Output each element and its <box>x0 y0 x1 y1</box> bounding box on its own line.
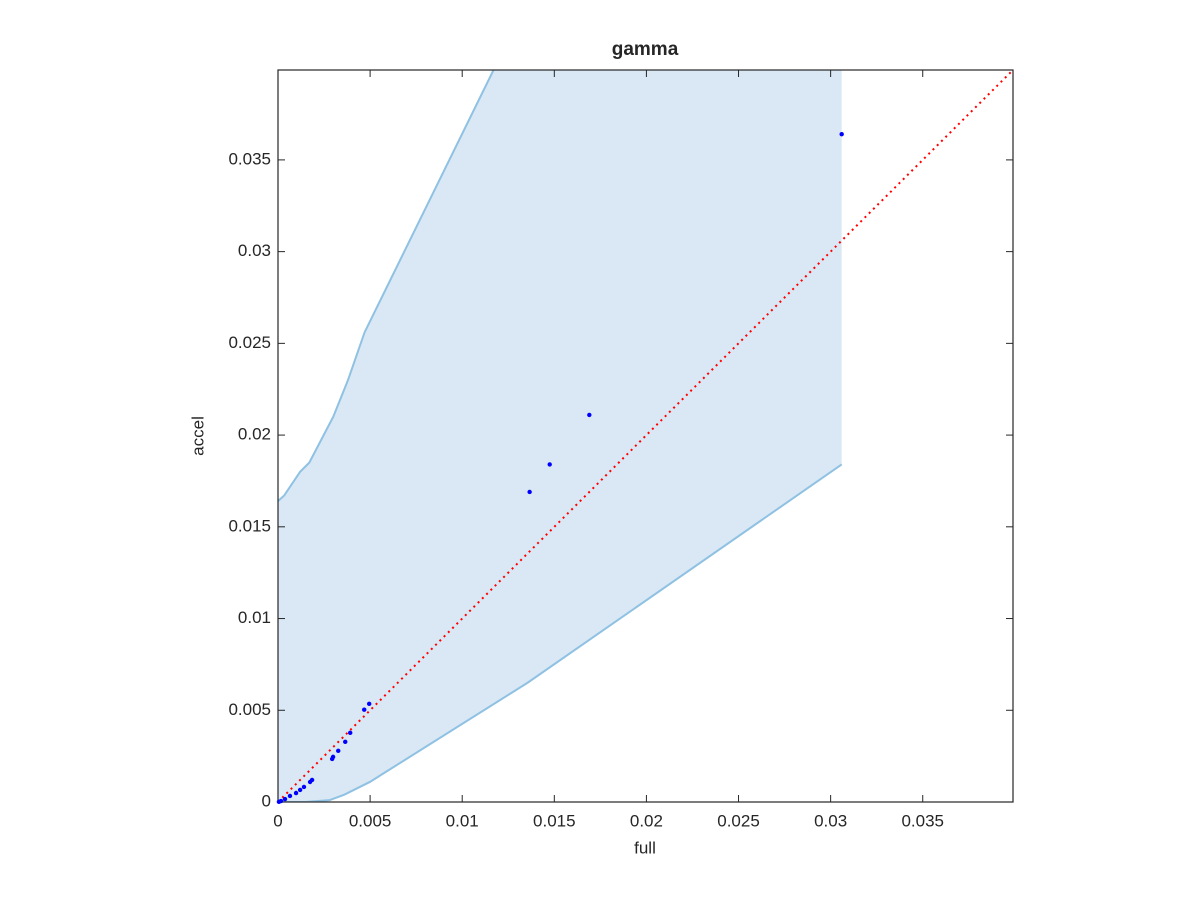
point <box>297 787 303 793</box>
point <box>336 748 341 754</box>
point <box>329 756 335 762</box>
y-tick-label: 0.015 <box>228 516 271 535</box>
point <box>343 739 348 745</box>
band-upper-edge <box>278 70 495 502</box>
y-tick-label: 0.01 <box>238 608 271 627</box>
x-tick-label: 0.03 <box>814 811 847 830</box>
point <box>366 701 372 707</box>
x-tick-label: 0.005 <box>349 811 392 830</box>
point <box>282 796 288 802</box>
confidence-band <box>278 70 842 802</box>
point <box>527 489 532 495</box>
x-tick-label: 0 <box>273 811 282 830</box>
y-tick-label: 0.035 <box>228 149 271 168</box>
point <box>839 132 844 137</box>
point <box>362 707 367 712</box>
chart-title: gamma <box>612 39 679 60</box>
y-tick-label: 0.02 <box>238 425 271 444</box>
point <box>276 799 282 805</box>
point <box>287 793 293 799</box>
reference-line <box>278 70 1013 802</box>
point <box>307 779 313 785</box>
x-tick-label: 0.01 <box>446 811 479 830</box>
x-tick-label: 0.02 <box>630 811 663 830</box>
point <box>547 462 552 467</box>
x-tick-label: 0.015 <box>533 811 576 830</box>
point <box>587 412 592 418</box>
y-tick-label: 0.005 <box>228 700 271 719</box>
y-axis-label: accel <box>188 416 207 456</box>
y-tick-label: 0.03 <box>238 241 271 260</box>
band-lower-edge <box>278 463 843 802</box>
point <box>348 730 353 736</box>
point <box>301 784 307 790</box>
point <box>293 790 299 796</box>
x-tick-label: 0.035 <box>901 811 944 830</box>
x-axis-label: full <box>634 838 656 857</box>
y-tick-label: 0.025 <box>228 333 271 352</box>
axes-box <box>277 69 1014 803</box>
x-tick-label: 0.025 <box>717 811 760 830</box>
y-tick-label: 0 <box>262 791 271 810</box>
